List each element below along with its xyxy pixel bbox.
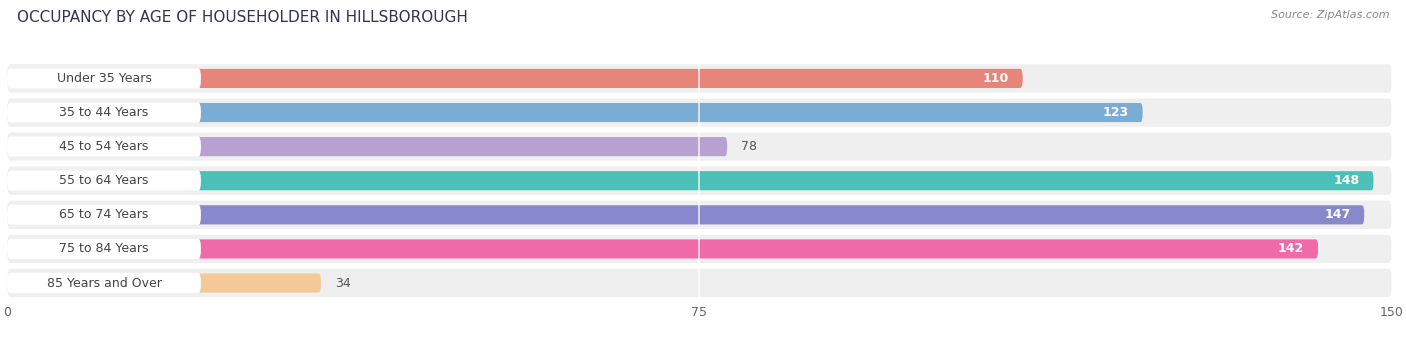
FancyBboxPatch shape <box>7 64 1392 92</box>
Text: 147: 147 <box>1324 208 1350 221</box>
FancyBboxPatch shape <box>7 136 201 157</box>
Text: 142: 142 <box>1278 242 1305 255</box>
FancyBboxPatch shape <box>7 133 1392 161</box>
FancyBboxPatch shape <box>7 235 1392 263</box>
FancyBboxPatch shape <box>7 269 1392 297</box>
FancyBboxPatch shape <box>7 205 201 225</box>
Text: 123: 123 <box>1102 106 1129 119</box>
FancyBboxPatch shape <box>7 167 1392 195</box>
FancyBboxPatch shape <box>7 171 1374 190</box>
FancyBboxPatch shape <box>7 205 1364 224</box>
FancyBboxPatch shape <box>7 102 201 123</box>
Text: 45 to 54 Years: 45 to 54 Years <box>59 140 149 153</box>
FancyBboxPatch shape <box>7 239 1317 258</box>
Text: 35 to 44 Years: 35 to 44 Years <box>59 106 149 119</box>
FancyBboxPatch shape <box>7 273 321 293</box>
FancyBboxPatch shape <box>7 201 1392 229</box>
FancyBboxPatch shape <box>7 103 1143 122</box>
Text: 148: 148 <box>1333 174 1360 187</box>
Text: 110: 110 <box>983 72 1008 85</box>
Text: 78: 78 <box>741 140 756 153</box>
Text: 75 to 84 Years: 75 to 84 Years <box>59 242 149 255</box>
Text: 65 to 74 Years: 65 to 74 Years <box>59 208 149 221</box>
FancyBboxPatch shape <box>7 99 1392 127</box>
Text: OCCUPANCY BY AGE OF HOUSEHOLDER IN HILLSBOROUGH: OCCUPANCY BY AGE OF HOUSEHOLDER IN HILLS… <box>17 10 468 25</box>
Text: 34: 34 <box>335 277 350 290</box>
Text: 85 Years and Over: 85 Years and Over <box>46 277 162 290</box>
FancyBboxPatch shape <box>7 137 727 156</box>
Text: 55 to 64 Years: 55 to 64 Years <box>59 174 149 187</box>
FancyBboxPatch shape <box>7 273 201 293</box>
FancyBboxPatch shape <box>7 68 201 89</box>
FancyBboxPatch shape <box>7 170 201 191</box>
Text: Under 35 Years: Under 35 Years <box>56 72 152 85</box>
Text: Source: ZipAtlas.com: Source: ZipAtlas.com <box>1271 10 1389 20</box>
FancyBboxPatch shape <box>7 239 201 259</box>
FancyBboxPatch shape <box>7 69 1022 88</box>
